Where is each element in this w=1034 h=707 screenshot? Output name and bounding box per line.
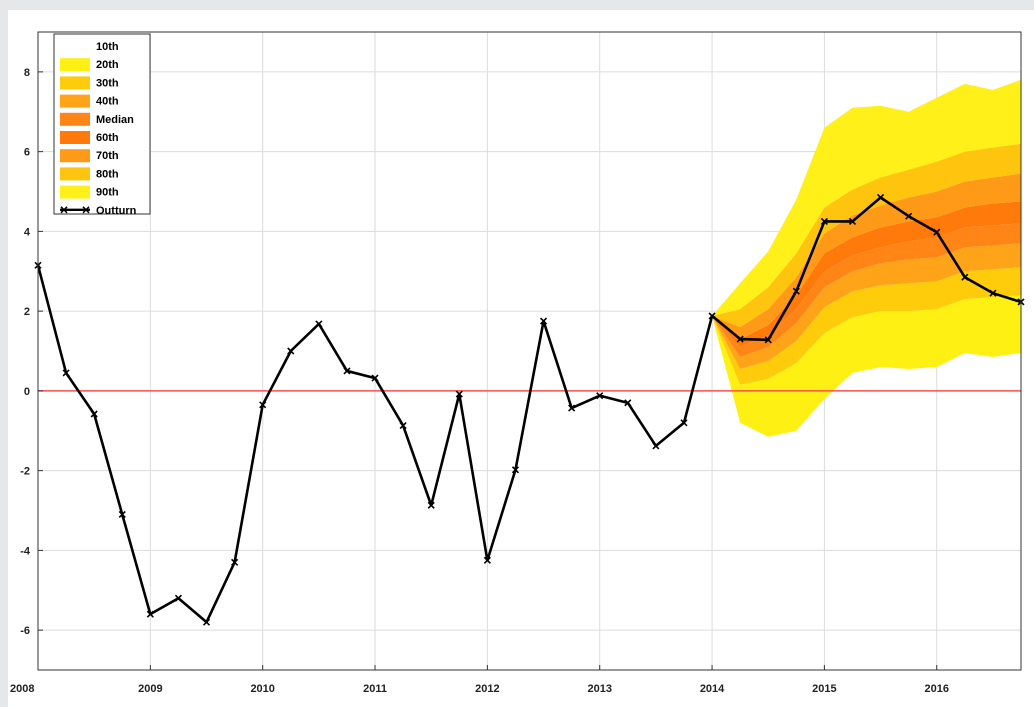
x-tick-label: 2011 [363, 683, 387, 695]
outturn-marker [596, 392, 604, 400]
legend-marker [60, 206, 68, 214]
outturn-marker [259, 401, 267, 409]
legend-swatch [60, 76, 90, 90]
legend-label: 10th [96, 41, 119, 53]
outturn-marker [764, 336, 772, 344]
outturn-marker [680, 419, 688, 427]
outturn-marker [877, 193, 885, 202]
legend-label: 30th [96, 77, 119, 89]
fan-band-80th-90th [712, 79, 1021, 316]
legend-swatch [60, 131, 90, 144]
outturn-marker [568, 404, 576, 412]
outturn-marker [62, 369, 70, 377]
legend-label: 60th [96, 132, 119, 144]
outturn-marker [118, 510, 126, 519]
fan-band-median-60th [712, 201, 1021, 348]
outturn-marker [399, 422, 407, 430]
legend-label: Outturn [96, 205, 137, 217]
legend-swatch [60, 58, 90, 72]
outturn-marker [174, 594, 182, 602]
outturn-marker [146, 610, 154, 618]
outturn-marker [371, 374, 379, 382]
legend-marker [82, 206, 90, 214]
outturn-marker [455, 390, 463, 398]
outturn-marker [961, 273, 969, 281]
outturn-line [36, 196, 1022, 624]
outturn-marker [202, 618, 211, 626]
outturn-marker [315, 320, 323, 328]
legend-label: 20th [96, 59, 119, 71]
legend-swatch [60, 185, 90, 199]
legend: 10th 20th 30th 40th Median 60th 70th 80th 90th Ou… [53, 33, 151, 217]
outturn-marker [539, 317, 548, 325]
y-tick-label: 0 [24, 386, 30, 398]
fan-chart: 2008 2009 2010 2011 2012 2013 2014 2015 2016 -6-… [10, 31, 1025, 695]
outturn-marker [343, 367, 351, 375]
outturn-marker [708, 312, 716, 320]
chart-frame: 2008 2009 2010 2011 2012 2013 2014 2015 2016 -6-… [8, 10, 1034, 707]
legend-swatch [60, 94, 90, 108]
x-tick-labels: 2008 2009 2010 2011 2012 2013 2014 2015 2016 [10, 683, 949, 695]
legend-swatch [60, 149, 90, 163]
outturn-marker [624, 399, 632, 407]
y-tick-label: -4 [20, 545, 31, 557]
y-tick-label: 2 [24, 306, 30, 318]
fan-band-10th-20th [712, 295, 1021, 437]
axes [37, 31, 1022, 671]
fan-band-30th-40th [712, 243, 1021, 369]
outturn-marker [231, 558, 239, 566]
y-tick-labels: -6 -4 -2 0 2 4 6 8 [20, 67, 31, 637]
x-tick-label: 2010 [250, 683, 274, 695]
fan-band-70th-80th [712, 143, 1021, 328]
outturn-marker [427, 501, 435, 509]
outturn-marker [905, 212, 913, 220]
y-tick-label: 8 [24, 67, 30, 79]
x-tick-label: 2008 [10, 683, 34, 695]
x-tick-label: 2012 [475, 683, 499, 695]
legend-swatch [60, 112, 90, 126]
x-tick-label: 2014 [700, 683, 725, 695]
y-tick-label: -6 [20, 625, 30, 637]
fan-band-40th-median [712, 223, 1021, 357]
legend-label: 80th [96, 168, 119, 180]
outturn-marker [652, 442, 660, 450]
outturn-series [34, 193, 1025, 626]
outturn-marker [820, 217, 828, 225]
fan-band-20th-30th [712, 267, 1021, 385]
fan-band-60th-70th [712, 173, 1021, 340]
legend-label: 40th [96, 96, 119, 108]
outturn-marker [511, 466, 520, 474]
outturn-marker [287, 347, 295, 355]
x-tick-label: 2015 [812, 683, 836, 695]
outturn-marker [933, 228, 941, 236]
legend-label: 70th [96, 150, 119, 162]
x-tick-label: 2016 [925, 683, 949, 695]
plot-border [37, 31, 1022, 671]
outturn-marker [90, 410, 98, 418]
legend-swatch [60, 167, 90, 181]
legend-label: 90th [96, 187, 119, 199]
y-tick-label: 6 [24, 147, 30, 159]
x-tick-label: 2013 [587, 683, 611, 695]
x-tick-label: 2009 [138, 683, 162, 695]
outturn-marker [989, 289, 997, 297]
outturn-marker [483, 556, 491, 564]
y-tick-label: 4 [24, 226, 31, 238]
outturn-marker [792, 287, 800, 295]
outturn-marker [736, 335, 744, 343]
legend-label: Median [96, 114, 134, 126]
fan-bands [712, 79, 1021, 437]
outturn-marker [848, 217, 857, 225]
y-tick-label: -2 [20, 466, 30, 478]
